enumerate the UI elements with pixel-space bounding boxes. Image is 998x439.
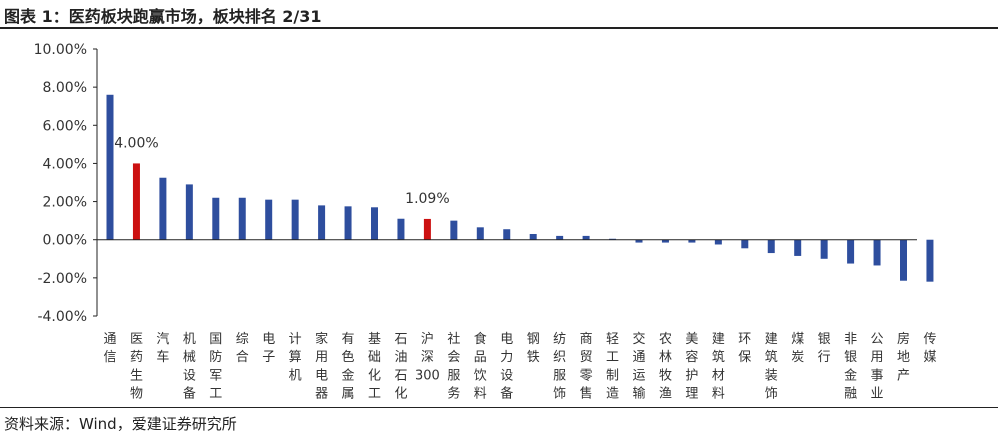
- y-tick-label: -4.00%: [37, 309, 87, 325]
- bar: [556, 235, 564, 240]
- data-labels: 4.00% 1.09%: [114, 135, 449, 206]
- x-category-label: 家用电器: [315, 331, 328, 402]
- x-category-label: 电力设备: [500, 332, 513, 402]
- bar: [476, 227, 484, 240]
- y-tick-label: 2.00%: [43, 195, 87, 211]
- x-category-label: 美容护理: [685, 332, 698, 402]
- x-category-label: 沪深 300: [415, 331, 440, 383]
- bar: [635, 239, 643, 243]
- bar: [318, 205, 326, 240]
- x-category-label: 房地产: [897, 331, 910, 383]
- x-category-label: 石油石化: [394, 332, 407, 402]
- bar: [582, 235, 590, 240]
- x-category-label: 机械设备: [183, 332, 196, 402]
- x-category-label: 传媒: [923, 332, 936, 365]
- bar: [212, 197, 220, 240]
- y-tick-label: 0.00%: [43, 233, 87, 249]
- bar: [503, 229, 511, 240]
- bar: [847, 239, 855, 264]
- y-tick-label: 8.00%: [43, 80, 87, 96]
- x-category-label: 社会服务: [447, 331, 460, 402]
- bar: [132, 163, 140, 240]
- y-tick-label: 10.00%: [34, 42, 87, 58]
- source-rule: [0, 407, 998, 408]
- x-category-label: 食品饮料: [474, 331, 487, 402]
- y-tick-label: 6.00%: [43, 118, 87, 134]
- bar: [820, 239, 828, 259]
- bar: [291, 199, 299, 240]
- bar: [265, 199, 273, 240]
- bar: [185, 184, 193, 240]
- bar: [741, 239, 749, 249]
- x-category-label: 医药生物: [130, 332, 143, 402]
- x-category-label: 建筑装饰: [765, 332, 778, 402]
- x-category-label: 通信: [103, 332, 116, 365]
- x-category-label: 公用事业: [871, 332, 884, 402]
- bar: [397, 218, 405, 240]
- y-tick-label: 4.00%: [43, 156, 87, 172]
- x-category-label: 商贸零售: [580, 332, 593, 402]
- bar: [794, 239, 802, 256]
- bar: [767, 239, 775, 254]
- bar: [450, 220, 458, 240]
- bar: [238, 197, 246, 240]
- bar: [688, 239, 696, 243]
- title-rule: [0, 27, 998, 29]
- bar: [873, 239, 881, 266]
- x-category-label: 交通运输: [632, 331, 645, 402]
- data-label: 1.09%: [405, 191, 449, 207]
- bar: [106, 94, 114, 240]
- x-category-label: 银行: [818, 332, 831, 365]
- bar: [529, 233, 537, 240]
- bar-chart: -4.00% -2.00% 0.00% 2.00% 4.00% 6.00% 8.00% 10.…: [34, 42, 937, 402]
- x-category-label: 电子: [262, 332, 275, 365]
- figure-title: 图表 1：医药板块跑赢市场，板块排名 2/31: [4, 7, 322, 26]
- x-category-label: 钢铁: [527, 332, 540, 365]
- bar: [371, 207, 378, 240]
- x-category-label: 汽车: [156, 332, 169, 365]
- bars: [106, 94, 934, 282]
- bar: [423, 218, 431, 240]
- y-axis: -4.00% -2.00% 0.00% 2.00% 4.00% 6.00% 8.00% 10.…: [34, 42, 98, 325]
- bar: [344, 206, 352, 240]
- x-category-label: 国防军工: [209, 332, 222, 402]
- bar: [159, 177, 167, 240]
- x-category-label: 计算机: [289, 332, 302, 383]
- x-category-label: 轻工制造: [606, 332, 619, 402]
- y-tick-label: -2.00%: [37, 271, 87, 287]
- x-category-label: 有色金属: [342, 332, 355, 402]
- x-category-label: 建筑材料: [712, 332, 725, 402]
- bar: [900, 239, 907, 281]
- bar: [661, 239, 669, 243]
- x-category-label: 基础化工: [368, 332, 381, 402]
- x-category-label: 环保: [738, 332, 751, 365]
- bar: [926, 239, 934, 282]
- bar: [714, 239, 722, 245]
- x-category-label: 综合: [236, 332, 249, 365]
- source-note: 资料来源：Wind，爱建证券研究所: [4, 415, 237, 433]
- x-category-label: 纺织服饰: [553, 332, 566, 402]
- x-category-label: 非银金融: [844, 332, 857, 402]
- x-category-label: 煤炭: [791, 332, 804, 365]
- data-label: 4.00%: [114, 135, 158, 151]
- x-category-label: 农林牧渔: [659, 332, 672, 402]
